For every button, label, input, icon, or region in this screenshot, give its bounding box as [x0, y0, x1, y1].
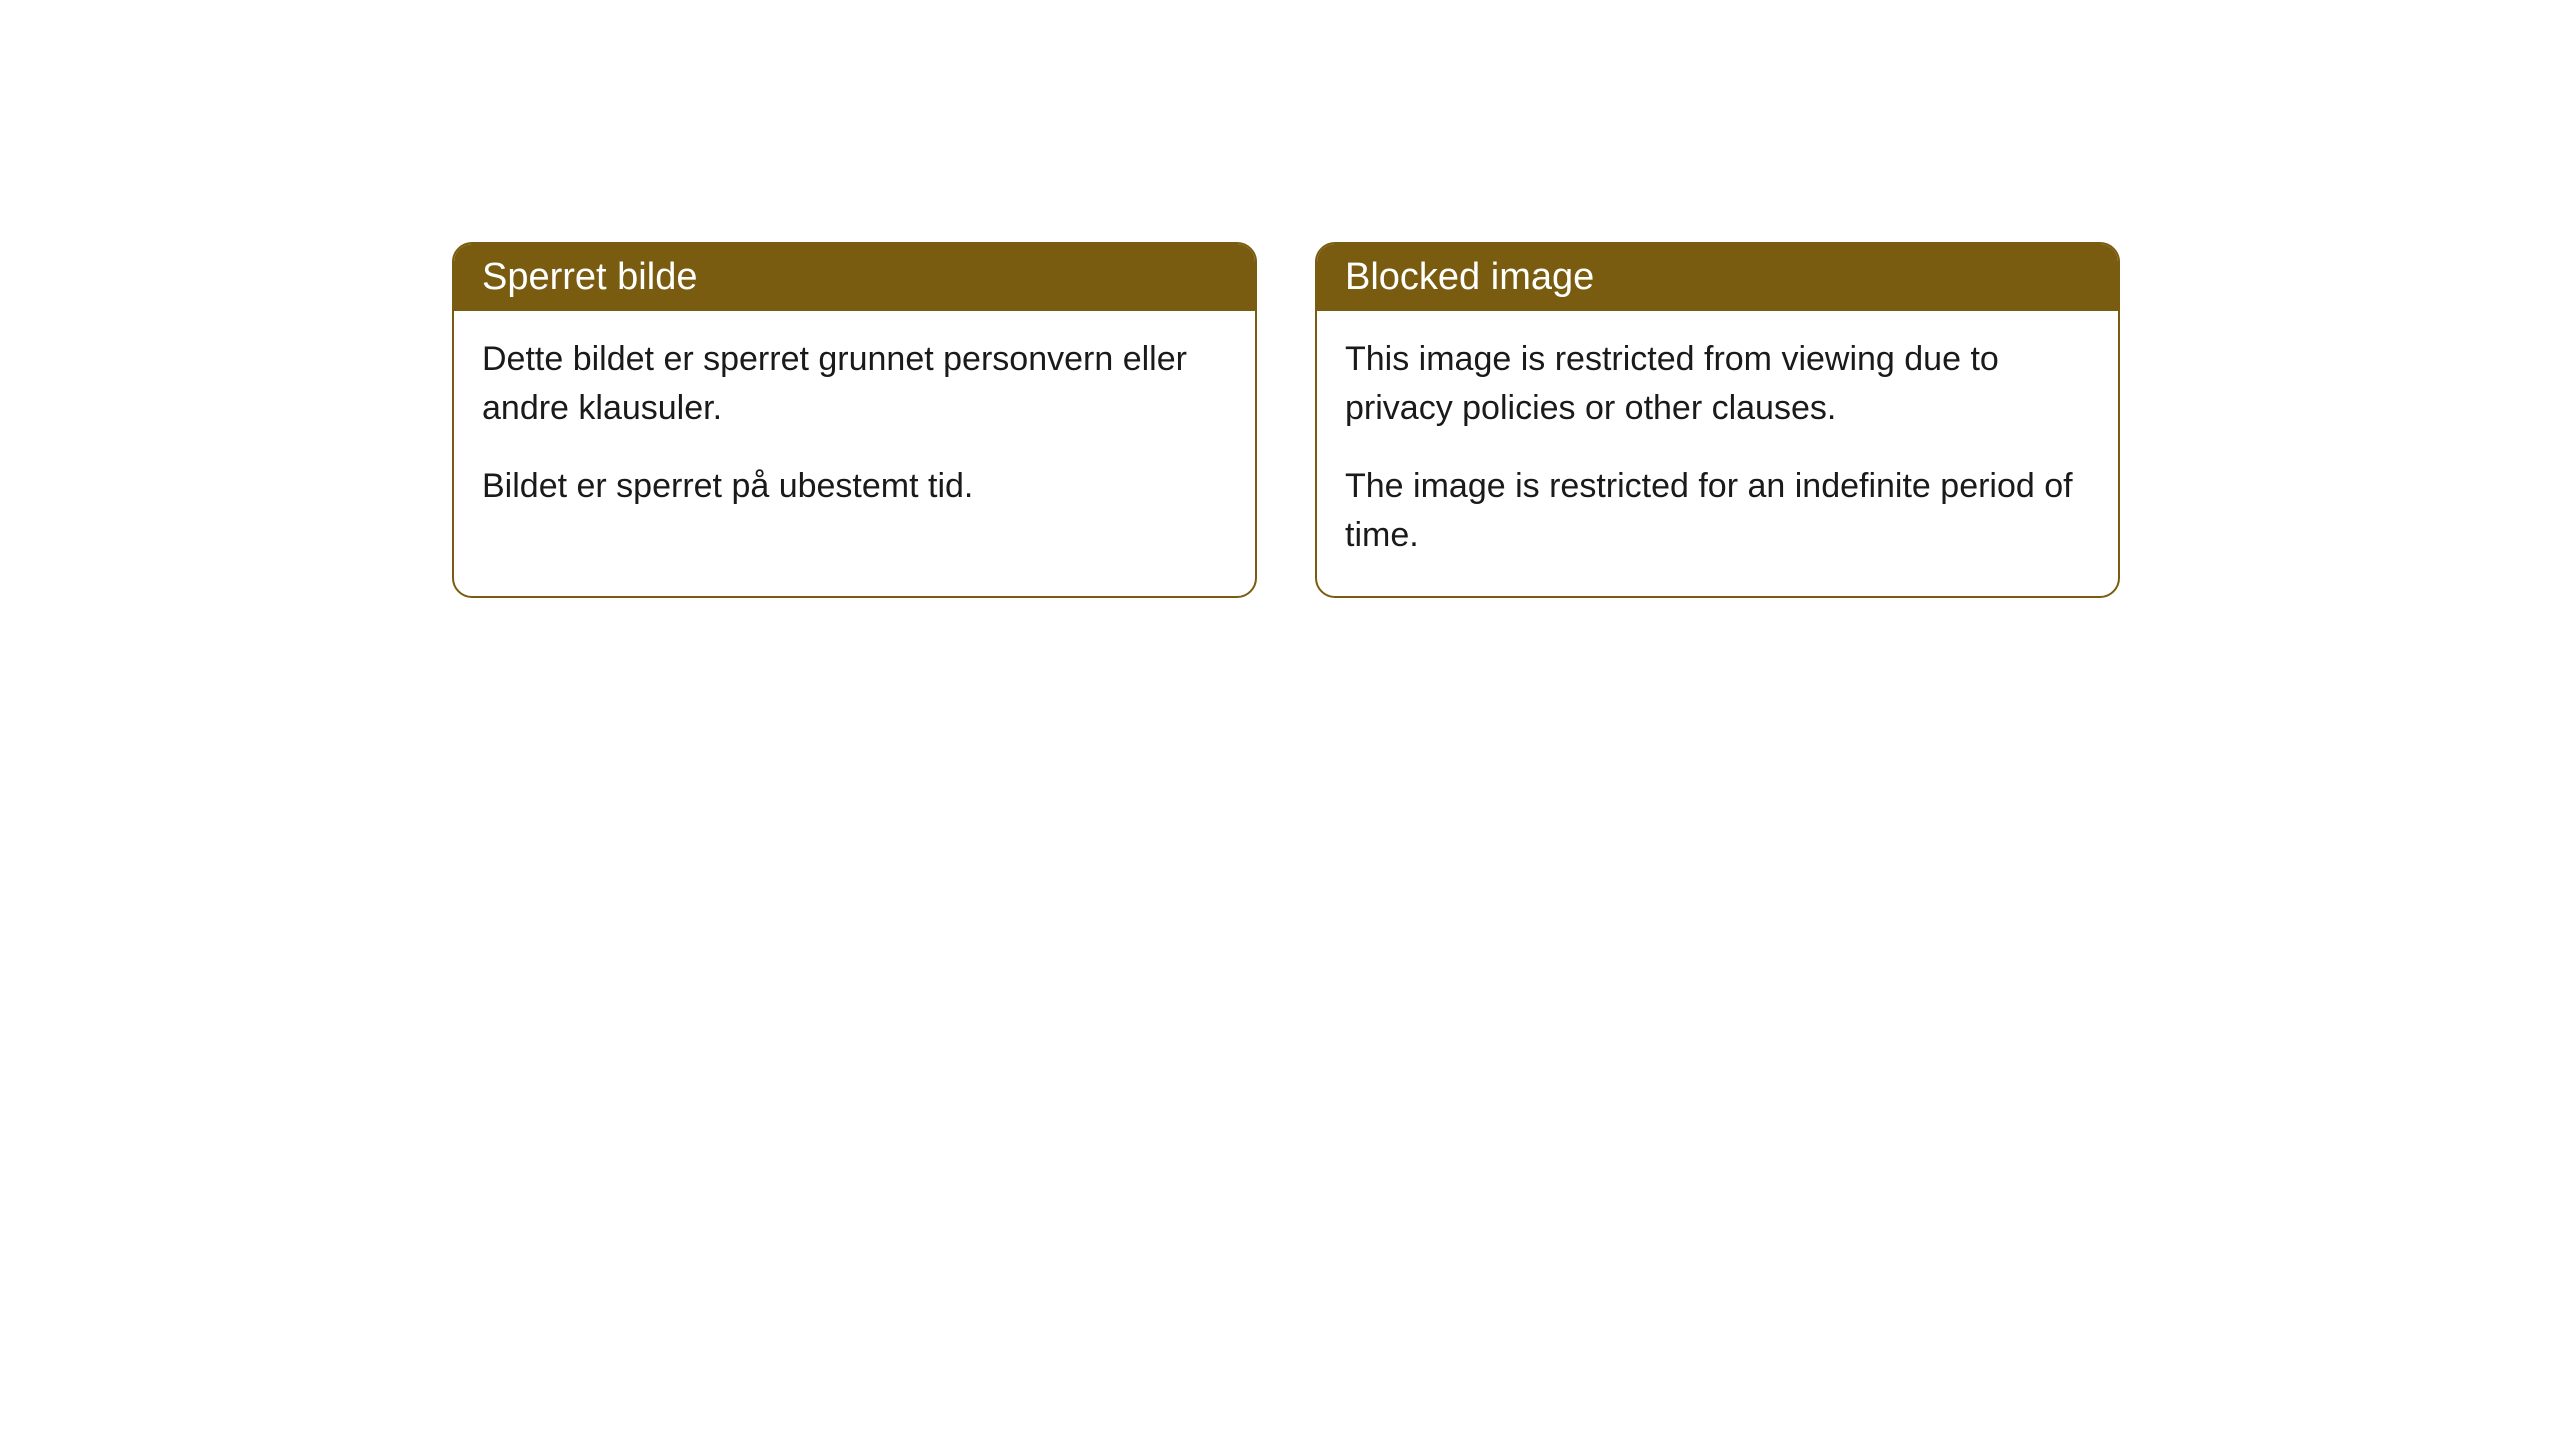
card-header: Blocked image — [1317, 244, 2118, 311]
card-paragraph: Dette bildet er sperret grunnet personve… — [482, 335, 1227, 434]
card-paragraph: Bildet er sperret på ubestemt tid. — [482, 462, 1227, 511]
blocked-image-card-norwegian: Sperret bilde Dette bildet er sperret gr… — [452, 242, 1257, 598]
card-header: Sperret bilde — [454, 244, 1255, 311]
notice-cards-container: Sperret bilde Dette bildet er sperret gr… — [452, 242, 2120, 598]
card-title: Sperret bilde — [482, 256, 697, 298]
blocked-image-card-english: Blocked image This image is restricted f… — [1315, 242, 2120, 598]
card-body: This image is restricted from viewing du… — [1317, 311, 2118, 596]
card-paragraph: This image is restricted from viewing du… — [1345, 335, 2090, 434]
card-paragraph: The image is restricted for an indefinit… — [1345, 462, 2090, 561]
card-body: Dette bildet er sperret grunnet personve… — [454, 311, 1255, 547]
card-title: Blocked image — [1345, 256, 1594, 298]
